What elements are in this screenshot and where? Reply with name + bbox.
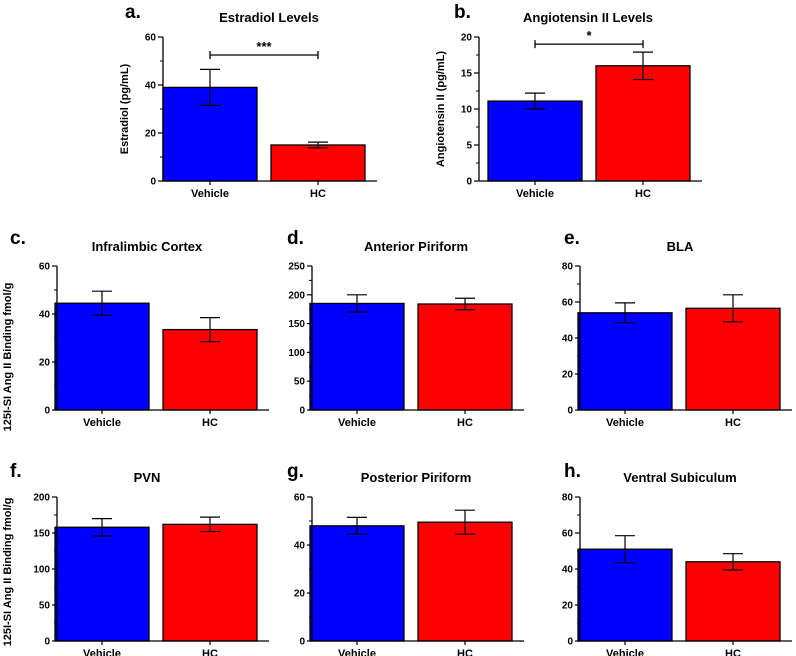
- bla-ytick-label-60: 60: [562, 298, 574, 309]
- posterior-piriform-ytick-label-0: 0: [299, 637, 305, 648]
- anterior-piriform-ytick-label-50: 50: [294, 377, 306, 388]
- panel-letter-a: a.: [125, 2, 141, 23]
- infralimbic-ytick-label-20: 20: [39, 358, 51, 369]
- anterior-piriform-ytick-label-250: 250: [288, 262, 305, 273]
- angiotensin-ytick-label-10: 10: [461, 105, 473, 116]
- anterior-piriform-xlabel-hc: HC: [457, 417, 473, 429]
- pvn-bar-vehicle: [54, 526, 150, 642]
- panel-letter-c: c.: [10, 228, 26, 249]
- anterior-piriform-ytick-label-150: 150: [288, 319, 305, 330]
- estradiol-xlabel-vehicle: Vehicle: [191, 188, 229, 200]
- pvn-bar-hc: [162, 523, 258, 642]
- posterior-piriform-bar-hc: [417, 521, 513, 642]
- angiotensin-sig-label: *: [586, 28, 592, 43]
- posterior-piriform-xlabel-hc: HC: [457, 648, 473, 656]
- pvn-xlabel-hc: HC: [202, 648, 218, 656]
- estradiol-ytick-label-0: 0: [150, 177, 156, 188]
- chart-posterior-piriform: Posterior Piriform 0 20 40 60 Vehicle HC: [294, 470, 524, 656]
- infralimbic-xlabel-hc: HC: [202, 417, 218, 429]
- pvn-ytick-label-0: 0: [44, 637, 50, 648]
- bla-ytick-label-0: 0: [567, 406, 573, 417]
- shared-ylabel-row3: 125I-SI Ang II Binding fmol/g: [2, 498, 14, 647]
- bla-xlabel-vehicle: Vehicle: [606, 417, 644, 429]
- anterior-piriform-ytick-label-0: 0: [299, 406, 305, 417]
- chart-ventral-subiculum: Ventral Subiculum 0 20 40 60 80 Vehicle HC: [562, 470, 792, 656]
- panel-letter-e: e.: [564, 228, 580, 249]
- infralimbic-ytick-label-0: 0: [44, 406, 50, 417]
- ventral-subiculum-ytick-label-80: 80: [562, 493, 574, 504]
- posterior-piriform-ytick-label-40: 40: [294, 541, 306, 552]
- infralimbic-xlabel-vehicle: Vehicle: [83, 417, 121, 429]
- ventral-subiculum-xlabel-hc: HC: [725, 648, 741, 656]
- bla-bar-hc: [685, 307, 781, 411]
- shared-ylabel-row2: 125I-SI Ang II Binding fmol/g: [2, 283, 14, 432]
- angiotensin-ylabel: Angiotensin II (pg/mL): [435, 51, 447, 167]
- posterior-piriform-ytick-label-20: 20: [294, 589, 306, 600]
- infralimbic-bar-vehicle: [54, 302, 150, 411]
- estradiol-bar-hc: [270, 144, 366, 182]
- estradiol-ytick-label-20: 20: [145, 129, 157, 140]
- estradiol-ytick-label-60: 60: [145, 33, 157, 44]
- anterior-piriform-title: Anterior Piriform: [364, 239, 468, 254]
- angiotensin-ytick-label-5: 5: [466, 141, 472, 152]
- chart-anterior-piriform: Anterior Piriform 0 50 100 150 200 250 Vehicle H…: [288, 239, 524, 429]
- anterior-piriform-xlabel-vehicle: Vehicle: [338, 417, 376, 429]
- ventral-subiculum-ytick-label-40: 40: [562, 565, 574, 576]
- ventral-subiculum-ytick-label-60: 60: [562, 529, 574, 540]
- panel-letter-d: d.: [287, 228, 304, 249]
- anterior-piriform-bar-hc: [417, 303, 513, 411]
- angiotensin-xlabel-vehicle: Vehicle: [516, 188, 554, 200]
- bla-ytick-label-20: 20: [562, 370, 574, 381]
- angiotensin-ytick-label-0: 0: [466, 177, 472, 188]
- ventral-subiculum-title: Ventral Subiculum: [623, 470, 736, 485]
- angiotensin-ytick-label-15: 15: [461, 69, 473, 80]
- estradiol-xlabel-hc: HC: [310, 188, 326, 200]
- estradiol-sig-label: ***: [256, 39, 272, 54]
- pvn-xlabel-vehicle: Vehicle: [83, 648, 121, 656]
- posterior-piriform-title: Posterior Piriform: [361, 470, 472, 485]
- pvn-ytick-label-200: 200: [33, 493, 50, 504]
- chart-angiotensin: Angiotensin II Levels Angiotensin II (pg/…: [435, 10, 702, 200]
- panel-letter-g: g.: [287, 461, 304, 482]
- angiotensin-xlabel-hc: HC: [635, 188, 651, 200]
- pvn-ytick-label-100: 100: [33, 565, 50, 576]
- anterior-piriform-bar-vehicle: [309, 302, 405, 411]
- estradiol-ylabel: Estradiol (pg/mL): [119, 63, 131, 154]
- bla-bar-vehicle: [577, 312, 673, 411]
- ventral-subiculum-ytick-label-0: 0: [567, 637, 573, 648]
- infralimbic-ytick-label-40: 40: [39, 310, 51, 321]
- infralimbic-ytick-label-60: 60: [39, 262, 51, 273]
- ventral-subiculum-ytick-label-20: 20: [562, 601, 574, 612]
- posterior-piriform-xlabel-vehicle: Vehicle: [338, 648, 376, 656]
- chart-infralimbic: Infralimbic Cortex 0 20 40 60 Vehicle HC: [39, 239, 269, 429]
- bla-ytick-label-40: 40: [562, 334, 574, 345]
- estradiol-ytick-label-40: 40: [145, 81, 157, 92]
- chart-estradiol: Estradiol Levels Estradiol (pg/mL) 0 20 40 60…: [119, 10, 377, 200]
- anterior-piriform-ytick-label-200: 200: [288, 290, 305, 301]
- pvn-ytick-label-50: 50: [39, 601, 51, 612]
- estradiol-title: Estradiol Levels: [219, 10, 319, 25]
- panel-letter-f: f.: [10, 461, 22, 482]
- bla-xlabel-hc: HC: [725, 417, 741, 429]
- ventral-subiculum-xlabel-vehicle: Vehicle: [606, 648, 644, 656]
- pvn-ytick-label-150: 150: [33, 529, 50, 540]
- infralimbic-title: Infralimbic Cortex: [92, 239, 203, 254]
- pvn-title: PVN: [134, 470, 161, 485]
- ventral-subiculum-bar-hc: [685, 561, 781, 642]
- panel-letter-h: h.: [564, 461, 581, 482]
- angiotensin-title: Angiotensin II Levels: [523, 10, 653, 25]
- chart-bla: BLA 0 20 40 60 80 Vehicle HC: [562, 239, 792, 429]
- chart-pvn: PVN 0 50 100 150 200 Vehicle HC: [33, 470, 269, 656]
- posterior-piriform-ytick-label-60: 60: [294, 493, 306, 504]
- bla-ytick-label-80: 80: [562, 262, 574, 273]
- angiotensin-bar-hc: [595, 65, 691, 182]
- posterior-piriform-bar-vehicle: [309, 525, 405, 642]
- angiotensin-ytick-label-20: 20: [461, 33, 473, 44]
- panel-letter-b: b.: [454, 2, 471, 23]
- anterior-piriform-ytick-label-100: 100: [288, 348, 305, 359]
- bla-title: BLA: [667, 239, 694, 254]
- angiotensin-bar-vehicle: [487, 100, 583, 182]
